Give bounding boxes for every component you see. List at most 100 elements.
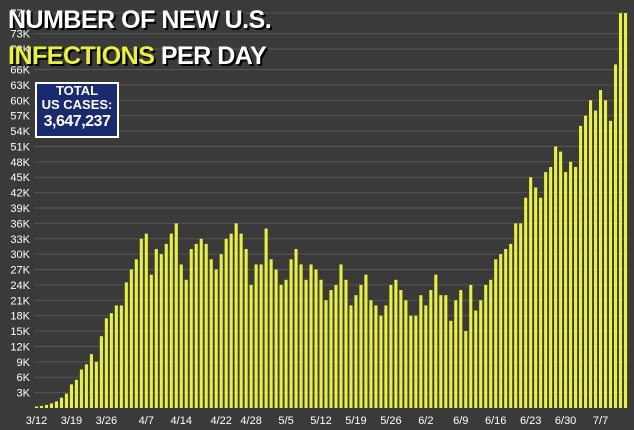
bar (164, 243, 168, 408)
bar (94, 361, 98, 408)
bar (524, 197, 528, 408)
bar (324, 300, 328, 408)
bar (344, 279, 348, 408)
bar (309, 264, 313, 408)
bar (304, 279, 308, 408)
bar (439, 295, 443, 408)
bar (494, 259, 498, 408)
bar (229, 233, 233, 408)
y-tick-label: 21K (10, 295, 30, 307)
bar (389, 284, 393, 408)
bar (369, 300, 373, 408)
x-tick-label: 4/14 (171, 415, 192, 427)
y-tick-label: 24K (10, 280, 30, 292)
y-tick-label: 54K (10, 126, 30, 138)
x-tick-label: 5/26 (380, 415, 401, 427)
bar (394, 279, 398, 408)
bar (608, 120, 613, 408)
bar (104, 318, 108, 408)
bar (359, 284, 363, 408)
bar (469, 284, 473, 408)
x-tick-label: 4/7 (139, 415, 154, 427)
bar (399, 290, 403, 408)
bar (613, 64, 618, 408)
bar (99, 336, 103, 408)
x-tick-label: 6/2 (418, 415, 433, 427)
bar (149, 274, 153, 408)
x-tick-label: 7/7 (593, 415, 608, 427)
bar (129, 269, 133, 408)
bar (509, 243, 513, 408)
bar (534, 187, 538, 408)
bar (574, 166, 578, 408)
y-tick-label: 45K (10, 172, 30, 184)
bar (204, 243, 208, 408)
bar (618, 13, 623, 408)
bar (159, 254, 163, 408)
bar (44, 404, 49, 408)
x-axis: 3/12 3/19 3/26 4/7 4/14 4/22 4/28 5/5 5/12 5/19 5/… (26, 415, 608, 427)
y-tick-label: 15K (10, 326, 30, 338)
y-tick-label: 73K (10, 29, 30, 41)
title-line-2: INFECTIONS PER DAY (8, 42, 267, 71)
bar (279, 284, 283, 408)
bar (289, 259, 293, 408)
bar (194, 243, 198, 408)
y-tick-label: 3K (17, 388, 31, 400)
bar (34, 406, 39, 408)
y-tick-label: 51K (10, 141, 30, 153)
bar (89, 354, 93, 408)
bar (269, 259, 273, 408)
title-highlight: INFECTIONS (8, 42, 155, 70)
y-tick-label: 12K (10, 341, 30, 353)
x-tick-label: 4/28 (240, 415, 261, 427)
bar (154, 249, 158, 408)
bar (209, 259, 213, 408)
bar (79, 369, 83, 408)
x-tick-label: 6/9 (453, 415, 468, 427)
bar (594, 110, 598, 408)
bar (599, 90, 603, 409)
bar (334, 284, 338, 408)
bar (349, 305, 353, 408)
y-tick-label: 70K (10, 44, 30, 56)
bar (549, 166, 553, 408)
bar (539, 197, 543, 408)
bar (414, 315, 418, 408)
x-tick-label: 6/16 (485, 415, 506, 427)
bar (479, 300, 483, 408)
y-tick-label: 63K (10, 80, 30, 92)
y-axis: 3K 6K 9K 12K 15K 18K 21K 24K 27K 30K 33K 36K 39K 42K 4… (10, 8, 30, 399)
x-tick-label: 3/26 (96, 415, 117, 427)
x-tick-label: 6/30 (555, 415, 576, 427)
bar (239, 233, 243, 408)
bar (554, 146, 558, 408)
x-tick-label: 6/23 (520, 415, 541, 427)
bar (84, 364, 88, 408)
title-line-1: NUMBER OF NEW U.S. (8, 6, 272, 34)
bar (374, 305, 378, 408)
bar (249, 284, 253, 408)
bar (434, 274, 438, 408)
bar (584, 115, 588, 408)
bar (364, 274, 368, 408)
bar (274, 269, 278, 408)
bar (199, 238, 203, 408)
bar (459, 290, 463, 408)
y-tick-label: 36K (10, 218, 30, 230)
bar (484, 284, 488, 408)
bar (529, 177, 533, 408)
bar (384, 305, 388, 408)
bar (224, 238, 228, 408)
y-tick-label: 33K (10, 234, 30, 246)
bar (69, 384, 73, 408)
bar (424, 305, 428, 408)
bar (504, 249, 508, 408)
bar (589, 100, 593, 408)
bar (409, 315, 413, 408)
bar (264, 228, 268, 408)
bar (139, 238, 143, 408)
y-tick-label: 30K (10, 249, 30, 261)
bar (219, 254, 223, 408)
bar (254, 264, 258, 408)
